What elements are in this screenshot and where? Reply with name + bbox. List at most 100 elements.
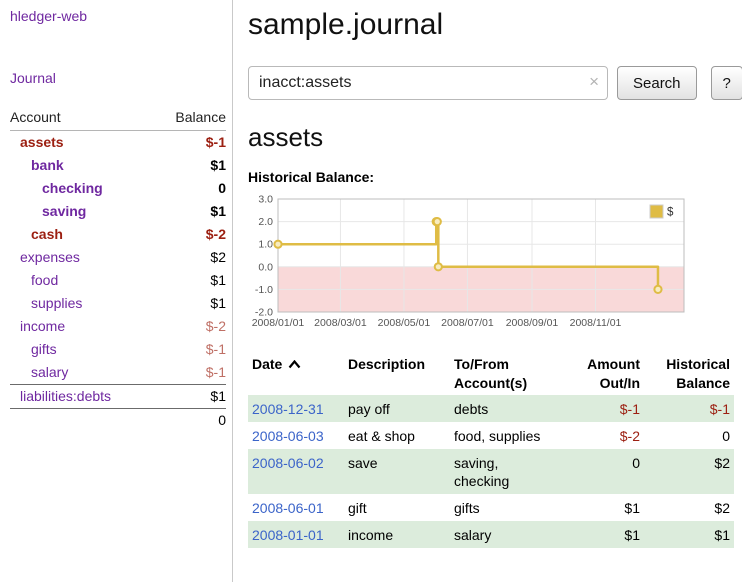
- svg-text:1.0: 1.0: [258, 239, 273, 251]
- grand-total-balance: 0: [218, 412, 226, 428]
- svg-text:2008/09/01: 2008/09/01: [506, 317, 559, 329]
- col-header-label: To/From Account(s): [454, 356, 528, 391]
- account-tree: Account Balance assets $-1 bank $1 checking 0…: [10, 105, 226, 431]
- account-link[interactable]: expenses: [20, 249, 80, 265]
- accounts-cell: saving, checking: [454, 454, 510, 489]
- legend-swatch: [649, 204, 664, 219]
- register-row: 2008-06-01 gift gifts $1 $2: [248, 494, 734, 521]
- svg-text:-1.0: -1.0: [255, 284, 273, 296]
- account-row: income $-2: [10, 315, 226, 338]
- account-rows: assets $-1 bank $1 checking 0 saving $1 cash $-2 e…: [10, 131, 226, 408]
- col-header-to-from-account-s: To/From Account(s): [450, 353, 558, 395]
- account-heading: assets: [248, 122, 324, 152]
- description-cell: eat & shop: [348, 427, 415, 444]
- accounts-cell: food, supplies: [454, 427, 541, 444]
- date-cell: 2008-06-02: [248, 449, 344, 494]
- balance-column-header: Balance: [175, 109, 226, 125]
- amount-cell: $1: [624, 526, 640, 543]
- historical-balance-cell: $2: [714, 499, 730, 516]
- register-row: 2008-12-31 pay off debts $-1 $-1: [248, 395, 734, 422]
- search-button[interactable]: Search: [617, 66, 697, 100]
- register-row: 2008-06-03 eat & shop food, supplies $-2 0: [248, 422, 734, 449]
- register-table-header: Date Description To/From Account(s) Amount …: [248, 353, 734, 395]
- account-balance: $-1: [205, 134, 226, 150]
- amount-cell: $-2: [619, 427, 640, 444]
- chart-title: Historical Balance:: [248, 169, 375, 185]
- svg-text:2008/07/01: 2008/07/01: [441, 317, 494, 329]
- account-balance: $2: [210, 249, 226, 265]
- account-balance: $1: [210, 388, 226, 404]
- col-header-label: Description: [348, 356, 426, 372]
- account-balance: $-1: [205, 364, 226, 380]
- transaction-date-link[interactable]: 2008-06-01: [252, 499, 324, 516]
- register-row: 2008-01-01 income salary $1 $1: [248, 521, 734, 548]
- historical-balance-cell: $1: [714, 526, 730, 543]
- account-link[interactable]: supplies: [31, 295, 83, 311]
- svg-text:2008/11/01: 2008/11/01: [570, 317, 622, 329]
- amount-cell: 0: [632, 454, 640, 471]
- account-balance: $1: [210, 295, 226, 311]
- register-row: 2008-06-02 save saving, checking 0 $2: [248, 449, 734, 494]
- col-header-date[interactable]: Date: [248, 353, 344, 395]
- description-cell: pay off: [348, 400, 390, 417]
- description-cell: income: [348, 526, 394, 543]
- account-link[interactable]: cash: [31, 226, 63, 242]
- amount-cell: $-1: [619, 400, 640, 417]
- register-table: Date Description To/From Account(s) Amount …: [248, 353, 734, 548]
- transaction-date-link[interactable]: 2008-01-01: [252, 526, 324, 543]
- account-link[interactable]: salary: [31, 364, 69, 380]
- col-header-historical-balance: Historical Balance: [644, 353, 734, 395]
- description-cell: gift: [348, 499, 367, 516]
- account-balance: $1: [210, 157, 226, 173]
- account-row: liabilities:debts $1: [10, 384, 226, 408]
- sidebar: hledger-web Journal Account Balance asse…: [0, 0, 233, 582]
- account-balance: 0: [218, 180, 226, 196]
- historical-balance-cell: 0: [722, 427, 730, 444]
- account-tree-header: Account Balance: [10, 105, 226, 131]
- account-total-row: 0: [10, 408, 226, 431]
- clear-search-icon[interactable]: ×: [589, 72, 599, 91]
- accounts-cell: salary: [454, 526, 492, 543]
- account-link[interactable]: liabilities:debts: [20, 388, 112, 404]
- account-link[interactable]: food: [31, 272, 59, 288]
- historical-balance-cell: $2: [714, 454, 730, 471]
- account-row: food $1: [10, 269, 226, 292]
- sidebar-item-journal[interactable]: Journal: [10, 70, 56, 86]
- account-link[interactable]: assets: [20, 134, 64, 150]
- account-column-header: Account: [10, 109, 61, 125]
- brand-link[interactable]: hledger-web: [10, 8, 88, 24]
- account-row: assets $-1: [10, 131, 226, 154]
- account-link[interactable]: bank: [31, 157, 64, 173]
- search-bar: × Search ?: [248, 66, 742, 100]
- account-link[interactable]: income: [20, 318, 66, 334]
- account-link[interactable]: checking: [42, 180, 103, 196]
- accounts-cell: gifts: [454, 499, 480, 516]
- account-balance: $1: [210, 203, 226, 219]
- main-content: sample.journal × Search ? assets Histori…: [233, 0, 742, 582]
- date-cell: 2008-06-01: [248, 494, 344, 521]
- account-link[interactable]: gifts: [31, 341, 57, 357]
- col-header-label: Date: [252, 356, 283, 372]
- account-row: saving $1: [10, 200, 226, 223]
- transaction-date-link[interactable]: 2008-06-03: [252, 427, 324, 444]
- account-row: gifts $-1: [10, 338, 226, 361]
- amount-cell: $1: [624, 499, 640, 516]
- date-cell: 2008-06-03: [248, 422, 344, 449]
- account-row: bank $1: [10, 154, 226, 177]
- date-cell: 2008-01-01: [248, 521, 344, 548]
- search-input[interactable]: [248, 66, 608, 100]
- register-table-body: 2008-12-31 pay off debts $-1 $-1 2008-06-03 ea…: [248, 395, 734, 548]
- account-balance: $1: [210, 272, 226, 288]
- search-box: ×: [248, 66, 608, 100]
- account-balance: $-2: [205, 226, 226, 242]
- page-title: sample.journal: [248, 8, 444, 41]
- account-row: cash $-2: [10, 223, 226, 246]
- account-link[interactable]: saving: [42, 203, 87, 219]
- transaction-date-link[interactable]: 2008-12-31: [252, 400, 324, 417]
- account-row: salary $-1: [10, 361, 226, 384]
- svg-text:$: $: [667, 207, 674, 219]
- help-button[interactable]: ?: [710, 66, 742, 100]
- transaction-date-link[interactable]: 2008-06-02: [252, 454, 324, 471]
- historical-balance-cell: $-1: [709, 400, 730, 417]
